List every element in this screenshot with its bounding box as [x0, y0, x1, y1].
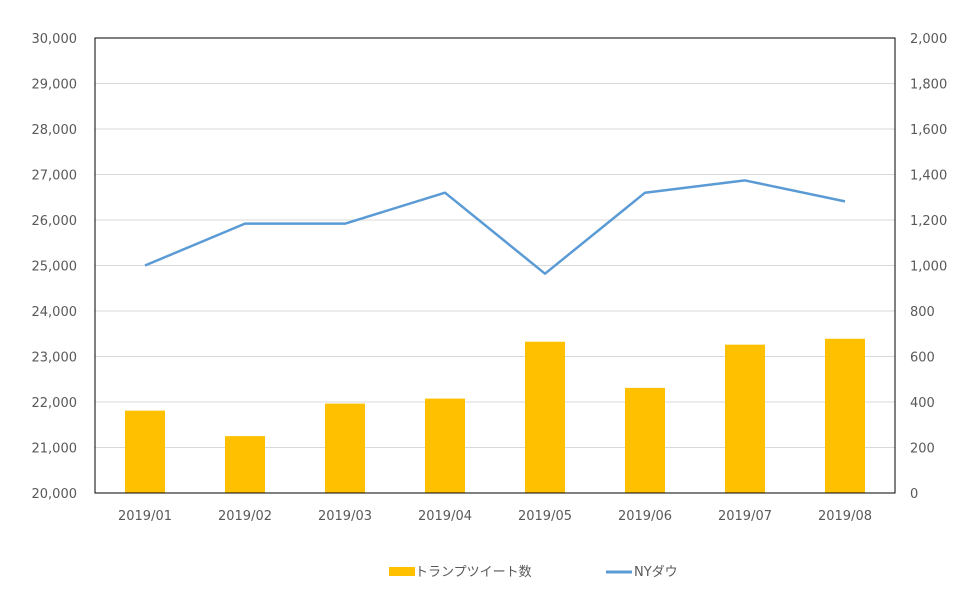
legend-label-line: NYダウ: [634, 565, 678, 580]
y-right-tick-label: 1,200: [910, 214, 947, 229]
x-tick-label: 2019/06: [618, 509, 672, 524]
bar: [425, 398, 465, 493]
bar: [325, 403, 365, 493]
y-left-tick-label: 29,000: [32, 78, 78, 93]
bar: [725, 344, 765, 493]
y-right-tick-label: 1,600: [910, 123, 947, 138]
gridlines: [95, 83, 895, 448]
y-left-tick-label: 30,000: [32, 32, 78, 47]
legend-label-bar: トランプツイート数: [415, 565, 532, 580]
legend: トランプツイート数 NYダウ: [389, 565, 678, 580]
y-right-tick-label: 600: [910, 351, 935, 366]
x-tick-label: 2019/01: [118, 509, 172, 524]
y-axis-left-labels: 20,000 21,000 22,000 23,000 24,000 25,000 26,0…: [32, 32, 78, 502]
y-left-tick-label: 27,000: [32, 169, 78, 184]
x-tick-label: 2019/02: [218, 509, 272, 524]
bar: [225, 436, 265, 493]
bar-series: [125, 338, 865, 493]
legend-swatch-bar: [389, 567, 415, 576]
bar: [125, 410, 165, 493]
y-right-tick-label: 1,000: [910, 260, 947, 275]
x-tick-label: 2019/07: [718, 509, 772, 524]
y-left-tick-label: 24,000: [32, 305, 78, 320]
x-tick-label: 2019/08: [818, 509, 872, 524]
y-left-tick-label: 20,000: [32, 487, 78, 502]
y-left-tick-label: 26,000: [32, 214, 78, 229]
y-right-tick-label: 2,000: [910, 32, 947, 47]
y-right-tick-label: 0: [910, 487, 918, 502]
series-line: [144, 179, 846, 275]
x-tick-label: 2019/05: [518, 509, 572, 524]
y-right-tick-label: 800: [910, 305, 935, 320]
x-axis-labels: 2019/01 2019/02 2019/03 2019/04 2019/05 2019/…: [118, 509, 872, 524]
y-right-tick-label: 1,400: [910, 169, 947, 184]
y-left-tick-label: 21,000: [32, 442, 78, 457]
bar: [625, 387, 665, 493]
y-right-tick-label: 400: [910, 396, 935, 411]
y-left-tick-label: 22,000: [32, 396, 78, 411]
y-right-tick-label: 200: [910, 442, 935, 457]
x-tick-label: 2019/03: [318, 509, 372, 524]
bar: [825, 338, 865, 493]
x-tick-label: 2019/04: [418, 509, 472, 524]
y-right-tick-label: 1,800: [910, 78, 947, 93]
y-axis-right-labels: 0 200 400 600 800 1,000 1,200 1,400 1,600 1,800 2,…: [910, 32, 947, 502]
y-left-tick-label: 28,000: [32, 123, 78, 138]
y-left-tick-label: 25,000: [32, 260, 78, 275]
plot-area-border: [94, 37, 896, 494]
y-left-tick-label: 23,000: [32, 351, 78, 366]
bar: [525, 341, 565, 493]
line-series: [144, 179, 846, 275]
